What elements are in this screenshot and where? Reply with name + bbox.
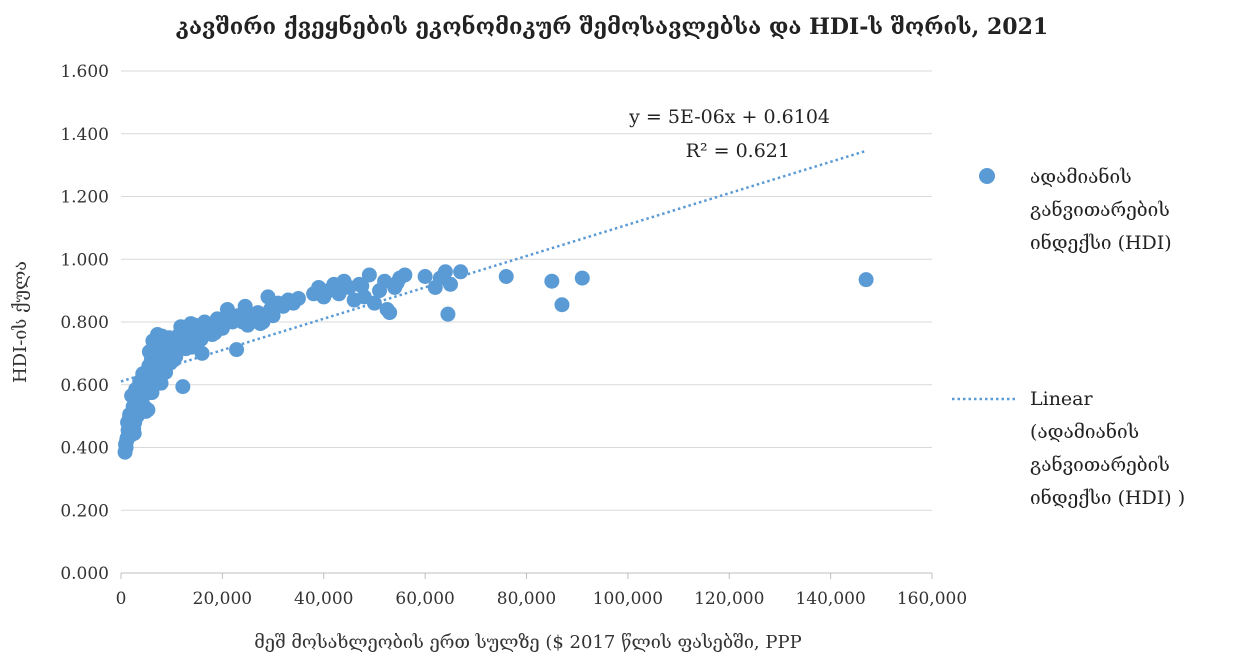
y-tick-label: 1.400: [60, 125, 109, 145]
data-point: [175, 379, 191, 395]
legend-trend-line-4: ინდექსი (HDI) ): [1030, 487, 1185, 509]
data-point: [138, 403, 154, 419]
data-point: [333, 281, 349, 297]
data-point: [229, 342, 245, 358]
data-point: [437, 264, 453, 280]
data-point: [122, 407, 138, 423]
legend-series-label: ადამიანის განვითარების ინდექსი (HDI): [1030, 166, 1176, 254]
trendline-equation: y = 5E-06x + 0.6104: [628, 106, 830, 128]
data-point: [361, 267, 377, 283]
data-point: [153, 375, 169, 391]
y-tick-label: 1.200: [60, 188, 109, 208]
x-tick-label: 40,000: [294, 589, 353, 609]
trendline-r-squared: R² = 0.621: [686, 140, 790, 162]
legend-trend-line-1: Linear: [1030, 388, 1094, 410]
x-tick-label: 160,000: [897, 589, 967, 609]
y-tick-label: 1.600: [60, 62, 109, 82]
data-point: [554, 297, 570, 313]
data-point: [453, 264, 469, 280]
data-point: [440, 306, 456, 322]
y-tick-label: 0.600: [60, 376, 109, 396]
data-point: [265, 308, 281, 324]
data-point: [193, 331, 209, 347]
x-tick-label: 100,000: [593, 589, 663, 609]
data-point: [154, 328, 170, 344]
data-point: [290, 290, 306, 306]
y-tick-label: 1.000: [60, 250, 109, 270]
data-point: [389, 275, 405, 291]
legend-trendline-label: Linear (ადამიანის განვითარების ინდექსი (…: [1030, 388, 1185, 509]
data-point: [144, 385, 160, 401]
legend: ადამიანის განვითარების ინდექსი (HDI) Lin…: [952, 166, 1185, 509]
data-point: [252, 316, 268, 332]
data-point: [118, 436, 134, 452]
y-axis-label: HDI-ის ქულა: [10, 261, 31, 383]
data-point: [858, 272, 874, 288]
y-axis-ticks: 0.000 0.200 0.400 0.600 0.800 1.000 1.200 1.400…: [60, 62, 109, 584]
gridlines: [121, 70, 932, 511]
x-tick-label: 80,000: [497, 589, 556, 609]
x-axis-label: მეშ მოსახლეობის ერთ სულზე ($ 2017 წლის ფ…: [254, 632, 801, 653]
x-axis-ticks: 0 20,000 40,000 60,000 80,000 100,000 120,000 1…: [116, 573, 967, 609]
data-point: [128, 381, 144, 397]
x-tick-label: 120,000: [694, 589, 764, 609]
data-point: [544, 273, 560, 289]
legend-trend-line-2: (ადამიანის: [1030, 421, 1139, 443]
x-tick-label: 20,000: [193, 589, 252, 609]
data-point: [417, 269, 433, 285]
data-point: [382, 305, 398, 321]
y-tick-label: 0.400: [60, 439, 109, 459]
data-points: [117, 264, 874, 460]
data-point: [217, 316, 233, 332]
trendline: [120, 149, 867, 383]
data-point: [178, 341, 194, 357]
data-point: [126, 425, 142, 441]
y-tick-label: 0.200: [60, 501, 109, 521]
x-tick-label: 0: [116, 589, 127, 609]
legend-series-line-2: განვითარების: [1030, 199, 1170, 221]
chart-title: კავშირი ქვეყნების ეკონომიკურ შემოსავლებს…: [176, 14, 1048, 40]
y-tick-label: 0.800: [60, 313, 109, 333]
legend-trend-line-3: განვითარების: [1030, 454, 1170, 476]
legend-series-line-3: ინდექსი (HDI): [1030, 232, 1172, 254]
data-point: [574, 270, 590, 286]
y-tick-label: 0.000: [60, 564, 109, 584]
data-point: [160, 350, 176, 366]
x-tick-label: 140,000: [795, 589, 865, 609]
data-point: [207, 325, 223, 341]
data-point: [194, 345, 210, 361]
data-point: [183, 316, 199, 332]
data-point: [442, 276, 458, 292]
data-point: [498, 269, 514, 285]
data-point: [354, 278, 370, 294]
legend-marker-icon: [979, 168, 995, 184]
x-tick-label: 60,000: [395, 589, 454, 609]
legend-series-line-1: ადამიანის: [1030, 166, 1132, 188]
